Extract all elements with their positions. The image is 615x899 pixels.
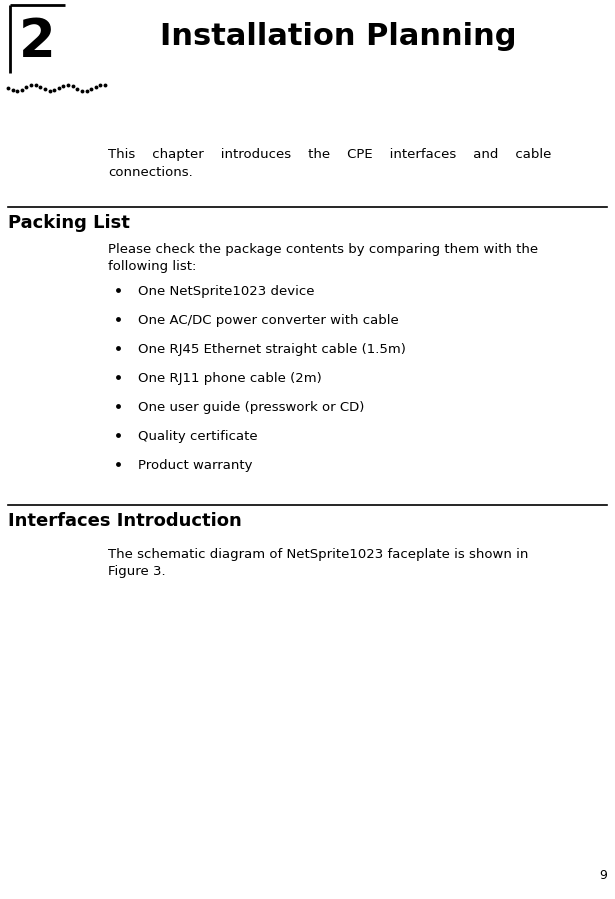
- Text: One RJ45 Ethernet straight cable (1.5m): One RJ45 Ethernet straight cable (1.5m): [138, 343, 406, 356]
- Text: following list:: following list:: [108, 260, 196, 273]
- Text: This    chapter    introduces    the    CPE    interfaces    and    cable: This chapter introduces the CPE interfac…: [108, 148, 552, 161]
- Text: One user guide (presswork or CD): One user guide (presswork or CD): [138, 401, 364, 414]
- Text: Product warranty: Product warranty: [138, 459, 253, 472]
- Text: One AC/DC power converter with cable: One AC/DC power converter with cable: [138, 314, 399, 327]
- Text: Quality certificate: Quality certificate: [138, 430, 258, 443]
- Text: The schematic diagram of NetSprite1023 faceplate is shown in: The schematic diagram of NetSprite1023 f…: [108, 548, 528, 561]
- Text: 2: 2: [19, 16, 56, 68]
- Text: connections.: connections.: [108, 166, 192, 179]
- Text: Figure 3.: Figure 3.: [108, 565, 165, 578]
- Text: Please check the package contents by comparing them with the: Please check the package contents by com…: [108, 243, 538, 256]
- Text: Interfaces Introduction: Interfaces Introduction: [8, 512, 242, 530]
- Text: One RJ11 phone cable (2m): One RJ11 phone cable (2m): [138, 372, 322, 385]
- Text: 9: 9: [599, 869, 607, 882]
- Text: Packing List: Packing List: [8, 214, 130, 232]
- Text: One NetSprite1023 device: One NetSprite1023 device: [138, 285, 314, 298]
- Text: Installation Planning: Installation Planning: [160, 22, 517, 51]
